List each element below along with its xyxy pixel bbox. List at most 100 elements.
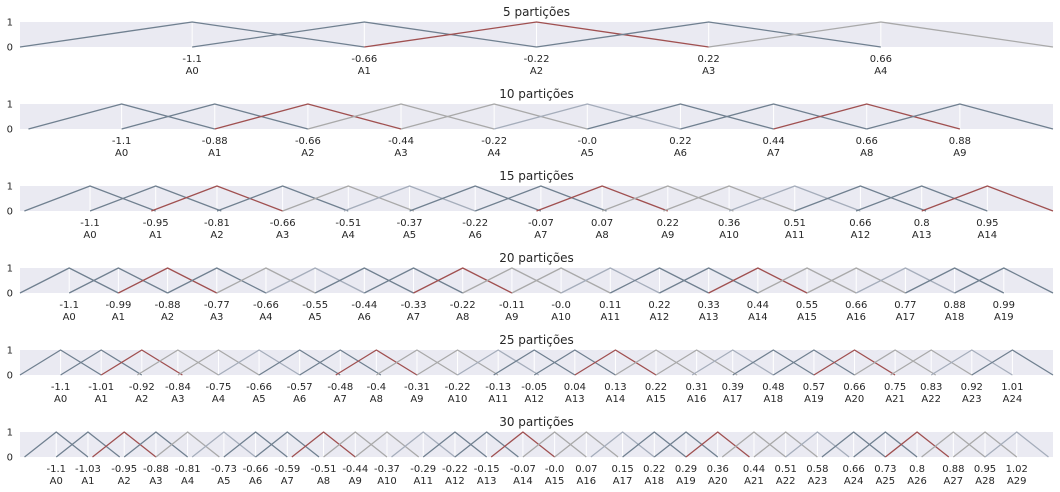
x-tick-partition-label: A18	[645, 476, 665, 487]
membership-line-A0	[28, 103, 215, 130]
x-tick-partition-label: A10	[377, 476, 397, 487]
x-tick-partition-label: A12	[524, 394, 544, 405]
membership-line-A5	[218, 349, 301, 376]
x-tick-partition-label: A5	[252, 394, 265, 405]
membership-line-A23	[930, 349, 1013, 376]
subplot-title: 5 partições	[503, 5, 570, 19]
x-tick-value: 0.66	[856, 136, 878, 147]
membership-line-A14	[574, 349, 657, 376]
subplot-6: 30 partições10-1.1A0-1.03A1-0.95A2-0.88A…	[7, 415, 1053, 487]
x-tick-partition-label: A4	[259, 312, 272, 323]
membership-line-A20	[813, 349, 896, 376]
x-tick-partition-label: A11	[600, 312, 620, 323]
x-tick-value: -0.37	[397, 218, 423, 229]
membership-line-A14	[490, 431, 556, 458]
x-tick-value: -0.22	[462, 218, 488, 229]
x-tick-partition-label: A11	[785, 230, 805, 241]
membership-line-A1	[89, 185, 222, 212]
x-tick-partition-label: A17	[896, 312, 916, 323]
y-tick-label: 0	[7, 207, 13, 218]
x-tick-value: 0.77	[894, 300, 916, 311]
x-tick-partition-label: A5	[217, 476, 230, 487]
membership-line-A6	[258, 349, 341, 376]
x-tick-value: 0.29	[675, 464, 697, 475]
subplot-title: 20 partições	[499, 251, 574, 265]
membership-line-A8	[335, 349, 418, 376]
membership-line-A17	[590, 431, 655, 458]
x-tick-value: 0.36	[718, 218, 740, 229]
membership-line-A12	[609, 267, 709, 294]
x-tick-value: 0.07	[575, 464, 597, 475]
x-tick-partition-label: A10	[719, 230, 739, 241]
membership-line-A10	[663, 185, 795, 212]
x-tick-partition-label: A0	[186, 66, 199, 77]
x-tick-value: -1.1	[80, 218, 100, 229]
membership-line-A16	[806, 267, 906, 294]
x-tick-value: 0.66	[870, 54, 892, 65]
x-tick-partition-label: A16	[846, 312, 866, 323]
x-tick-partition-label: A26	[907, 476, 927, 487]
plot-background	[20, 350, 1053, 375]
membership-line-A23	[785, 431, 850, 458]
x-tick-partition-label: A13	[699, 312, 719, 323]
x-tick-partition-label: A0	[63, 312, 76, 323]
x-tick-value: -0.44	[351, 300, 377, 311]
membership-line-A15	[757, 267, 857, 294]
x-tick-partition-label: A8	[370, 394, 383, 405]
y-tick-label: 1	[7, 346, 13, 357]
x-tick-partition-label: A24	[844, 476, 864, 487]
x-tick-value: -1.03	[75, 464, 101, 475]
membership-line-A21	[854, 349, 937, 376]
x-tick-partition-label: A10	[551, 312, 571, 323]
x-tick-value: 0.83	[920, 382, 942, 393]
x-tick-partition-label: A11	[413, 476, 433, 487]
x-tick-value: -0.73	[211, 464, 237, 475]
membership-line-A4	[177, 349, 260, 376]
membership-line-A3	[536, 21, 881, 48]
x-tick-value: -0.05	[521, 382, 547, 393]
x-tick-partition-label: A9	[349, 476, 362, 487]
x-tick-value: -0.51	[311, 464, 337, 475]
x-tick-partition-label: A4	[342, 230, 355, 241]
x-tick-value: -0.88	[202, 136, 228, 147]
membership-line-A16	[554, 431, 619, 458]
membership-line-A5	[191, 431, 256, 458]
membership-line-A8	[536, 185, 669, 212]
x-tick-value: 0.75	[884, 382, 906, 393]
x-tick-partition-label: A25	[876, 476, 896, 487]
membership-line-A12	[794, 185, 927, 212]
x-tick-value: 0.92	[961, 382, 983, 393]
x-tick-partition-label: A0	[54, 394, 67, 405]
x-tick-value: -0.15	[474, 464, 500, 475]
x-tick-value: -0.07	[528, 218, 554, 229]
x-tick-partition-label: A3	[702, 66, 715, 77]
x-tick-partition-label: A1	[95, 394, 108, 405]
membership-line-A25	[853, 431, 918, 458]
x-tick-value: 0.57	[803, 382, 825, 393]
x-tick-partition-label: A3	[149, 476, 162, 487]
y-tick-label: 1	[7, 264, 13, 275]
subplot-3: 15 partições10-1.1A0-0.95A1-0.81A2-0.66A…	[7, 169, 1054, 241]
membership-line-A2	[364, 21, 709, 48]
membership-line-A11	[457, 349, 540, 376]
x-tick-partition-label: A2	[301, 148, 314, 159]
x-tick-partition-label: A6	[674, 148, 687, 159]
x-tick-value: 0.88	[943, 300, 965, 311]
membership-line-A11	[560, 267, 660, 294]
x-tick-value: -0.88	[143, 464, 169, 475]
x-tick-value: 0.22	[657, 218, 679, 229]
x-tick-partition-label: A19	[804, 394, 824, 405]
x-tick-value: -1.1	[112, 136, 132, 147]
x-tick-value: 0.51	[784, 218, 806, 229]
x-tick-partition-label: A8	[456, 312, 469, 323]
membership-line-A8	[773, 103, 961, 130]
x-tick-partition-label: A4	[488, 148, 501, 159]
x-tick-value: -0.81	[175, 464, 201, 475]
membership-line-A18	[905, 267, 1005, 294]
x-tick-value: 0.55	[796, 300, 818, 311]
x-tick-partition-label: A28	[975, 476, 995, 487]
x-tick-value: 1.02	[1006, 464, 1028, 475]
x-tick-value: -0.22	[445, 382, 471, 393]
membership-line-A7	[255, 431, 320, 458]
x-tick-value: -0.59	[274, 464, 300, 475]
